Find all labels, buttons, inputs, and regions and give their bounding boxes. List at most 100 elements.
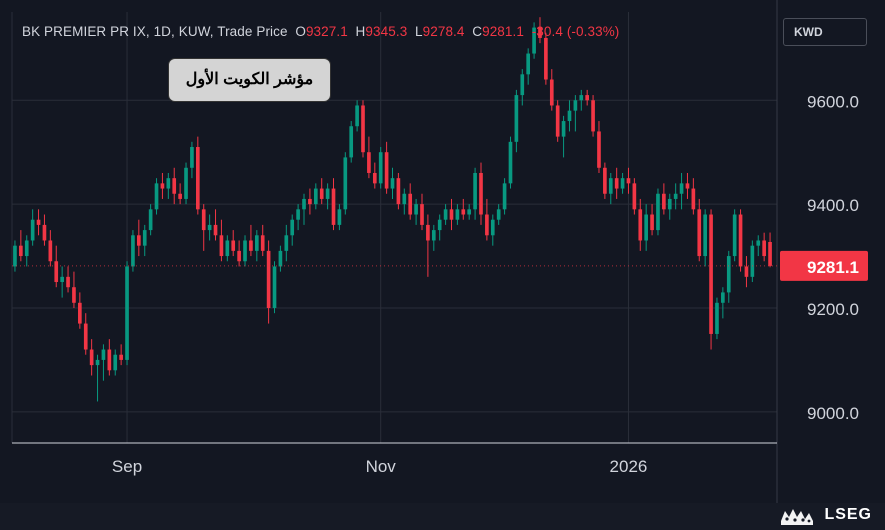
candle-body <box>325 188 330 199</box>
brand-label: LSEG <box>824 506 872 523</box>
candle-body <box>30 219 35 241</box>
candle-body <box>697 209 702 257</box>
candle-body <box>119 354 123 360</box>
candle-body <box>254 235 259 251</box>
candle-body <box>744 266 749 277</box>
y-tick-label: 9200.0 <box>807 300 859 319</box>
candle-body <box>709 214 713 334</box>
low-label: L <box>415 24 423 39</box>
candle-body <box>78 302 82 324</box>
candle-body <box>343 157 348 210</box>
symbol-label: BK PREMIER PR IX, 1D, KUW, Trade Price <box>22 24 288 39</box>
chart-frame <box>0 0 885 503</box>
candle-body <box>644 214 648 241</box>
candle-body <box>544 37 548 80</box>
candle-body <box>219 235 224 257</box>
candle-body <box>620 178 625 189</box>
last-price-tag <box>780 250 868 281</box>
candle-body <box>54 261 59 283</box>
candle-body <box>302 198 306 210</box>
x-tick-label: 2026 <box>610 457 648 476</box>
y-tick-label: 9400.0 <box>807 196 859 215</box>
footer-bar <box>0 503 885 530</box>
candle-body <box>142 230 147 246</box>
candle-body <box>650 214 654 231</box>
candle-body <box>579 95 584 101</box>
currency-selector[interactable]: KWD <box>783 18 867 46</box>
candle-body <box>626 178 631 184</box>
candle-body <box>715 302 719 334</box>
candle-body <box>195 147 200 210</box>
candle-body <box>667 198 672 210</box>
candle-body <box>390 178 395 189</box>
candle-body <box>455 209 460 220</box>
candle-body <box>632 183 637 210</box>
x-tick-label: Nov <box>366 457 397 476</box>
candle-body <box>243 240 247 262</box>
candlestick-chart[interactable]: 9000.0 9200.0 9400.0 9600.0 Sep Nov 2026 9281.1 <box>0 0 885 503</box>
candle-body <box>414 204 418 215</box>
candle-body <box>137 235 141 246</box>
candle-body <box>597 131 601 168</box>
candle-body <box>296 209 300 220</box>
candle-body <box>384 152 389 189</box>
candle-body <box>331 188 336 225</box>
candle-body <box>396 178 401 205</box>
candle-body <box>154 183 159 210</box>
candle-body <box>514 95 519 142</box>
candle-body <box>337 209 342 225</box>
candle-body <box>237 250 241 262</box>
candle-body <box>95 359 100 366</box>
candle-body <box>443 209 448 220</box>
candle-body <box>107 349 112 371</box>
candle-body <box>172 178 177 194</box>
candle-body <box>178 193 182 199</box>
candle-body <box>148 209 153 231</box>
candle-body <box>549 79 554 106</box>
candle-body <box>13 245 17 267</box>
candle-body <box>520 74 525 96</box>
candle-body <box>278 250 283 267</box>
candle-body <box>614 178 619 189</box>
candle-body <box>36 219 41 225</box>
last-price-label: 9281.1 <box>807 258 859 277</box>
x-tick-label: Sep <box>112 457 142 476</box>
candle-body <box>66 276 70 288</box>
candle-body <box>502 183 507 210</box>
candle-body <box>24 240 29 257</box>
candle-body <box>231 240 236 251</box>
candle-body <box>608 178 613 194</box>
y-tick-label: 9600.0 <box>807 92 859 111</box>
candle-body <box>685 183 690 189</box>
candle-body <box>603 167 607 194</box>
candle-body <box>201 209 206 231</box>
candle-body <box>367 152 371 173</box>
candle-body <box>125 266 129 360</box>
candle-body <box>485 214 489 236</box>
candle-body <box>60 276 64 283</box>
candle-body <box>308 198 312 205</box>
candle-body <box>426 224 430 241</box>
candle-body <box>190 147 194 168</box>
candle-body <box>42 224 47 241</box>
candle-body <box>184 167 188 199</box>
candle-body <box>83 323 88 350</box>
candle-body <box>101 349 106 360</box>
candle-body <box>567 110 572 122</box>
candle-body <box>726 256 731 293</box>
low-value: 9278.4 <box>422 24 465 39</box>
candle-body <box>756 240 761 246</box>
open-label: O <box>295 24 306 39</box>
candle-body <box>290 219 295 236</box>
candle-body <box>473 172 477 210</box>
candle-body <box>461 209 466 215</box>
candle-body <box>402 193 407 205</box>
candle-body <box>249 240 253 251</box>
candle-body <box>408 193 413 215</box>
candle-body <box>479 172 483 215</box>
candle-body <box>378 152 383 184</box>
candle-body <box>213 224 218 236</box>
candle-body <box>372 172 377 184</box>
candle-body <box>467 209 472 215</box>
y-tick-label: 9000.0 <box>807 404 859 423</box>
